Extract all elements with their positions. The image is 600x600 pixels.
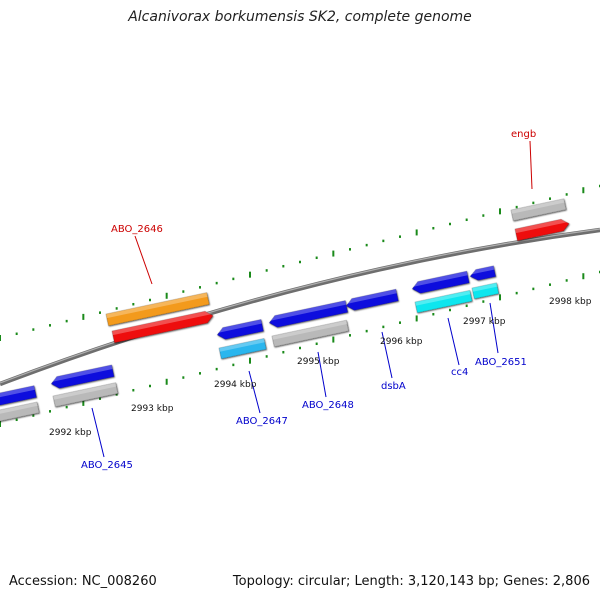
gene-arrow-cc4-group — [411, 270, 470, 294]
gene-bar-abo-2651 — [471, 282, 500, 300]
gene-bar-abo-2647-group — [218, 338, 267, 360]
gene-arrow-abo-2647-shine — [216, 319, 262, 334]
gene-arrow-abo-2647 — [216, 319, 264, 340]
labels-layer: 2992 kbp 2993 kbp 2994 kbp 2995 kbp 2996… — [49, 129, 592, 471]
leader-abo-2648 — [317, 351, 327, 398]
leader-abo-2646 — [134, 235, 153, 285]
gene-bar-abo-2647 — [218, 338, 267, 360]
gene-bar-abo-2645 — [52, 382, 119, 408]
gene-arrow-abo-2644-shine — [0, 385, 35, 400]
genome-backbone-highlight — [0, 228, 600, 384]
genome-backbone — [0, 227, 600, 387]
gene-arrow-abo-2645 — [50, 364, 115, 389]
gene-arrow-engb-shine — [515, 219, 569, 234]
gene-bar-abo-2644-group — [0, 401, 40, 424]
gene-label-abo-2648[interactable]: ABO_2648 — [302, 400, 354, 411]
gene-features-layer — [0, 198, 570, 424]
gene-arrow-abo-2645-shine — [50, 364, 113, 383]
gene-arrow-abo-2651 — [469, 265, 497, 281]
gene-arrow-dsba-shine — [345, 289, 397, 305]
gene-bar-abo-2646-shine — [106, 292, 208, 319]
gene-arrow-cc4 — [411, 270, 470, 294]
tick-marks-layer — [0, 184, 600, 427]
gene-arrow-abo-2648-group — [268, 300, 349, 328]
scale-label: 2995 kbp — [297, 357, 340, 367]
gene-label-abo-2651[interactable]: ABO_2651 — [475, 357, 527, 368]
gene-bar-abo-2648-group — [271, 319, 349, 348]
gene-arrow-abo-2644 — [0, 385, 37, 406]
leader-abo-2645 — [91, 407, 105, 458]
backbone-layer — [0, 227, 600, 387]
gene-label-abo-2646[interactable]: ABO_2646 — [111, 224, 163, 235]
gene-bar-abo-2646 — [105, 292, 210, 327]
scale-label: 2996 kbp — [380, 337, 423, 347]
scale-label: 2997 kbp — [463, 317, 506, 327]
gene-arrow-engb — [514, 218, 570, 242]
gene-label-abo-2647[interactable]: ABO_2647 — [236, 416, 288, 427]
gene-bar-cc4-group — [414, 290, 473, 314]
gene-arrow-engb-group — [514, 218, 570, 242]
scale-label: 2993 kbp — [131, 404, 174, 414]
gene-label-abo-2645[interactable]: ABO_2645 — [81, 460, 133, 471]
scale-label: 2994 kbp — [214, 380, 257, 390]
gene-arrow-cc4-shine — [411, 271, 468, 288]
gene-bar-engb-group — [510, 198, 567, 222]
gene-arrow-abo-2645-group — [50, 364, 115, 389]
leader-abo-2647 — [248, 370, 261, 414]
gene-bar-cc4-shine — [415, 290, 471, 306]
gene-bar-abo-2651-shine — [472, 282, 498, 292]
gene-arrow-abo-2646-group — [111, 310, 214, 344]
gene-bar-abo-2648 — [271, 319, 349, 348]
gene-arrow-abo-2651-shine — [469, 265, 495, 275]
leader-cc4 — [447, 317, 460, 366]
gene-bar-abo-2645-shine — [53, 382, 117, 400]
gene-bar-abo-2646-group — [105, 292, 210, 327]
label-leaders-layer — [91, 140, 533, 458]
scale-label: 2992 kbp — [49, 428, 92, 438]
gene-arrow-dsba-group — [345, 288, 399, 311]
scale-label: 2998 kbp — [549, 297, 592, 307]
gene-bar-abo-2645-group — [52, 382, 119, 408]
gene-arrow-abo-2648-shine — [268, 300, 347, 322]
gene-arrow-abo-2644-group — [0, 385, 37, 406]
leader-abo-2651 — [489, 302, 499, 354]
map-title: Alcanivorax borkumensis SK2, complete ge… — [128, 9, 472, 25]
gene-bar-abo-2651-group — [471, 282, 500, 300]
gene-label-cc4[interactable]: cc4 — [451, 367, 468, 378]
gene-bar-abo-2644-shine — [0, 402, 38, 416]
gene-label-engb[interactable]: engb — [511, 129, 536, 140]
gene-bar-abo-2648-shine — [272, 320, 348, 340]
gene-bar-engb-shine — [511, 198, 565, 214]
accession-text: Accession: NC_008260 — [9, 574, 157, 589]
gene-arrow-abo-2646-shine — [112, 311, 213, 336]
gene-bar-engb — [510, 198, 567, 222]
genome-summary-text: Topology: circular; Length: 3,120,143 bp… — [232, 574, 590, 589]
gene-bar-abo-2647-shine — [219, 338, 265, 352]
gene-bar-cc4 — [414, 290, 473, 314]
gene-arrow-dsba — [345, 288, 399, 311]
gene-arrow-abo-2646 — [111, 310, 214, 344]
gene-bar-abo-2644 — [0, 401, 40, 424]
gene-arrow-abo-2651-group — [469, 265, 497, 281]
leader-dsba — [381, 331, 393, 379]
leader-engb — [529, 140, 533, 190]
gene-label-dsba[interactable]: dsbA — [381, 381, 406, 392]
gene-arrow-abo-2648 — [268, 300, 349, 328]
gene-arrow-abo-2647-group — [216, 319, 264, 340]
